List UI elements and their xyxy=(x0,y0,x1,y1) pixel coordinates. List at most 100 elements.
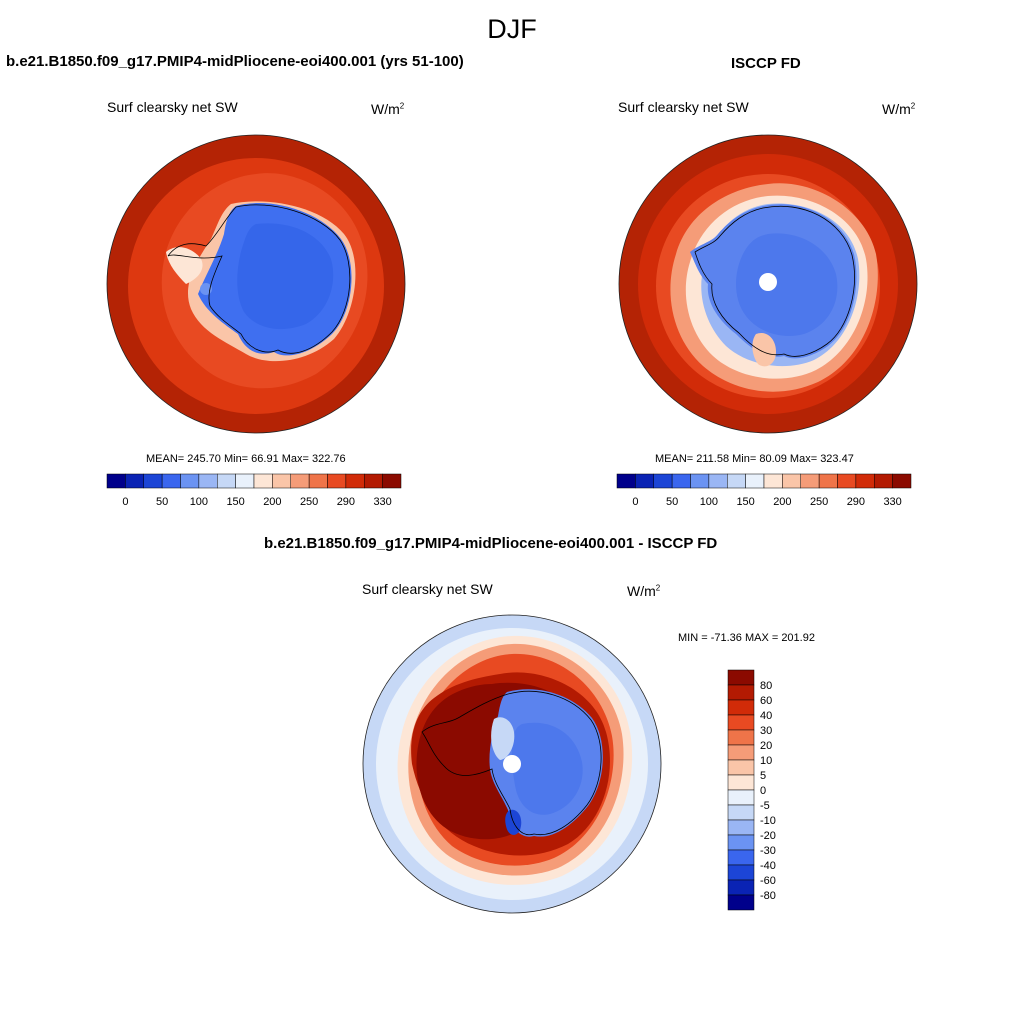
colorbar-cell xyxy=(727,894,755,911)
colorbar-cell xyxy=(235,473,255,489)
colorbar-tick-label: -20 xyxy=(760,830,776,842)
colorbar-cell xyxy=(345,473,365,489)
panel-1-colorbar: 0 50 100 150 200 250 290 330 xyxy=(106,473,402,508)
colorbar-tick-label: 50 xyxy=(666,496,678,508)
map-antarctica-interior xyxy=(736,233,838,336)
colorbar-cell xyxy=(253,473,273,489)
colorbar-cell xyxy=(855,473,875,489)
panel-2-stats: MEAN= 211.58 Min= 80.09 Max= 323.47 xyxy=(655,453,854,465)
panel-2-variable-label: Surf clearsky net SW xyxy=(618,99,749,115)
colorbar-tick-label: 200 xyxy=(773,496,791,508)
map-peninsula-region xyxy=(166,247,203,284)
colorbar-cell xyxy=(727,669,755,686)
colorbar-cell xyxy=(125,473,144,489)
colorbar-tick-label: 10 xyxy=(760,755,772,767)
colorbar-cell xyxy=(727,819,755,836)
panel-1-variable-label: Surf clearsky net SW xyxy=(107,99,238,115)
colorbar-tick-label: 200 xyxy=(263,496,281,508)
colorbar-tick-label: 20 xyxy=(760,740,772,752)
map-border xyxy=(618,134,918,434)
panel-3-stats: MIN = -71.36 MAX = 201.92 xyxy=(678,632,815,644)
colorbar-tick-label: 100 xyxy=(190,496,208,508)
colorbar-tick-label: 150 xyxy=(736,496,754,508)
panel-3-title: b.e21.B1850.f09_g17.PMIP4-midPliocene-eo… xyxy=(264,535,718,552)
colorbar-cell xyxy=(892,473,912,489)
colorbar-cell xyxy=(727,864,755,881)
panel-1-polar-map xyxy=(106,134,406,434)
colorbar-tick-label: -80 xyxy=(760,890,776,902)
colorbar-cell xyxy=(382,473,402,489)
colorbar-tick-label: 50 xyxy=(156,496,168,508)
map-antarctica-interior xyxy=(511,722,583,815)
colorbar-cell xyxy=(616,473,636,489)
colorbar-cell xyxy=(727,714,755,731)
colorbar-tick-label: 0 xyxy=(122,496,128,508)
colorbar-cell xyxy=(745,473,765,489)
colorbar-tick-label: 100 xyxy=(700,496,718,508)
colorbar-cell xyxy=(653,473,673,489)
colorbar-tick-label: 250 xyxy=(300,496,318,508)
colorbar-tick-label: 250 xyxy=(810,496,828,508)
colorbar-tick-label: -60 xyxy=(760,875,776,887)
colorbar-cell xyxy=(217,473,236,489)
colorbar-cell xyxy=(818,473,838,489)
colorbar-cell xyxy=(272,473,291,489)
colorbar-tick-label: 80 xyxy=(760,680,772,692)
colorbar-tick-label: 0 xyxy=(760,785,766,797)
colorbar-cell xyxy=(727,789,755,806)
panel-2-title: ISCCP FD xyxy=(731,55,801,72)
panel-2-units-label: W/m2 xyxy=(882,101,916,117)
colorbar-cell xyxy=(198,473,218,489)
colorbar-cell xyxy=(837,473,857,489)
colorbar-cell xyxy=(364,473,383,489)
map-coastline xyxy=(421,690,602,836)
colorbar-cell xyxy=(635,473,654,489)
colorbar-cell xyxy=(308,473,328,489)
colorbar-tick-label: 290 xyxy=(337,496,355,508)
colorbar-cell xyxy=(727,804,755,821)
panel-3-variable-label: Surf clearsky net SW xyxy=(362,581,493,597)
colorbar-cell xyxy=(727,774,755,791)
colorbar-cell xyxy=(106,473,126,489)
panel-2-colorbar: 0 50 100 150 200 250 290 330 xyxy=(616,473,912,508)
panel-2-polar-map xyxy=(618,134,918,434)
colorbar-cell xyxy=(727,699,755,716)
map-border xyxy=(106,134,406,434)
colorbar-cell xyxy=(143,473,163,489)
colorbar-tick-label: 330 xyxy=(373,496,391,508)
map-coastline xyxy=(694,205,855,357)
colorbar-cell xyxy=(727,473,746,489)
colorbar-cell xyxy=(874,473,893,489)
panel-3-colorbar: 80 60 40 30 20 10 5 0 -5 -10 -20 -30 -40 -60 -80 xyxy=(727,669,776,911)
colorbar-cell xyxy=(782,473,801,489)
colorbar-cell xyxy=(727,879,755,896)
colorbar-cell xyxy=(690,473,710,489)
map-pole-hole xyxy=(503,755,521,773)
colorbar-cell xyxy=(290,473,310,489)
colorbar-cell xyxy=(727,729,755,746)
colorbar-cell xyxy=(727,759,755,776)
season-title: DJF xyxy=(487,14,537,44)
map-interior-small-diff xyxy=(491,717,515,760)
colorbar-cell xyxy=(180,473,200,489)
colorbar-cell xyxy=(800,473,820,489)
colorbar-tick-label: 290 xyxy=(847,496,865,508)
colorbar-cell xyxy=(671,473,691,489)
colorbar-tick-label: 5 xyxy=(760,770,766,782)
colorbar-tick-label: 0 xyxy=(632,496,638,508)
map-pole-hole xyxy=(759,273,777,291)
colorbar-cell xyxy=(161,473,181,489)
map-border xyxy=(362,614,662,914)
colorbar-tick-label: 150 xyxy=(226,496,244,508)
colorbar-tick-label: 60 xyxy=(760,695,772,707)
map-coastline xyxy=(167,204,351,354)
colorbar-tick-label: 330 xyxy=(883,496,901,508)
colorbar-tick-label: 40 xyxy=(760,710,772,722)
panel-1-stats: MEAN= 245.70 Min= 66.91 Max= 322.76 xyxy=(146,453,346,465)
panel-3-units-label: W/m2 xyxy=(627,583,661,599)
colorbar-tick-label: -10 xyxy=(760,815,776,827)
colorbar-cell xyxy=(727,849,755,866)
colorbar-cell xyxy=(763,473,783,489)
map-ross-shelf-patch xyxy=(752,332,776,367)
colorbar-tick-label: -40 xyxy=(760,860,776,872)
